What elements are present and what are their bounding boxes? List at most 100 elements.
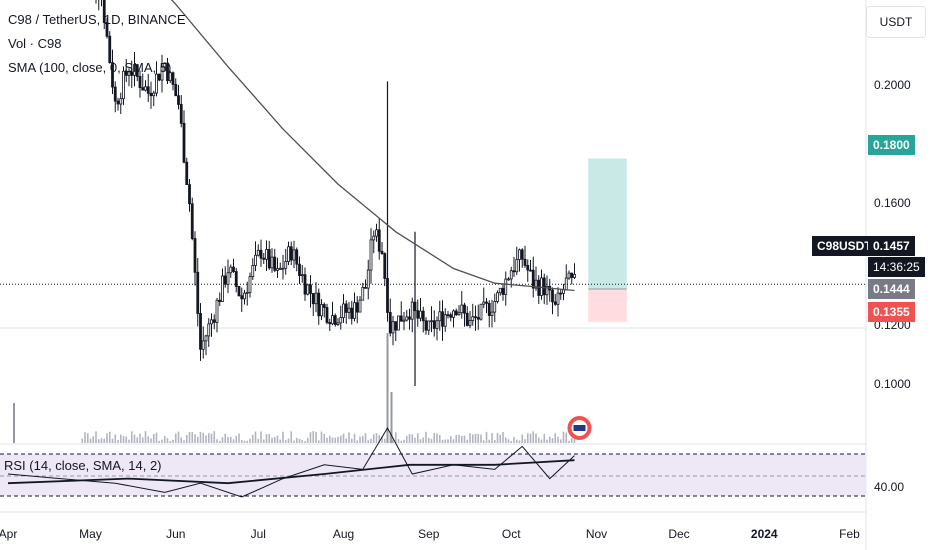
candle xyxy=(443,308,447,332)
volume-bar xyxy=(469,433,471,443)
candle xyxy=(204,334,208,356)
candle xyxy=(355,296,359,324)
volume-legend[interactable]: Vol · C98 xyxy=(8,36,62,51)
volume-bar xyxy=(353,433,356,443)
currency-button[interactable]: USDT xyxy=(866,6,926,38)
candle-body xyxy=(551,289,554,303)
volume-bar xyxy=(166,438,169,443)
volume-bar xyxy=(169,440,172,443)
volume-bar xyxy=(243,440,246,443)
candle-body xyxy=(399,315,403,322)
chart-title[interactable]: C98 / TetherUS, 1D, BINANCE xyxy=(8,12,186,27)
candle xyxy=(166,57,169,85)
candle-body xyxy=(526,265,530,271)
candle xyxy=(122,66,125,106)
sma-line xyxy=(170,0,575,292)
volume-bar xyxy=(502,431,504,443)
volume-bar xyxy=(515,439,518,443)
rsi-legend[interactable]: RSI (14, close, SMA, 14, 2) xyxy=(4,458,162,473)
candle-body xyxy=(212,319,216,323)
candle xyxy=(218,292,222,307)
candle-body xyxy=(221,275,224,302)
candle-body xyxy=(435,320,439,329)
candle-body xyxy=(529,269,532,272)
candle-body xyxy=(468,320,472,326)
candle-body xyxy=(185,161,189,185)
volume-bar xyxy=(524,439,526,443)
candle xyxy=(364,279,367,289)
candle-body xyxy=(256,249,260,256)
volume-bar xyxy=(312,431,315,443)
candle xyxy=(548,278,552,302)
candle-body xyxy=(111,62,114,88)
volume-bar xyxy=(216,439,218,443)
volume-bar xyxy=(125,436,128,443)
candle xyxy=(309,275,312,308)
volume-bar xyxy=(405,436,408,443)
candle xyxy=(347,301,351,320)
candle-body xyxy=(515,259,519,273)
volume-bar xyxy=(548,436,551,443)
candle-body xyxy=(226,272,230,285)
candle xyxy=(468,310,472,329)
volume-bar xyxy=(485,431,488,443)
volume-bar xyxy=(86,433,89,443)
candle-body xyxy=(531,269,535,289)
time-tick-label: Oct xyxy=(502,527,521,541)
candle xyxy=(300,264,304,283)
candle-body xyxy=(463,304,466,314)
time-tick-label: Feb xyxy=(839,527,860,541)
candle xyxy=(523,245,527,268)
candle xyxy=(529,259,532,272)
candle-body xyxy=(240,295,244,300)
candle xyxy=(254,241,257,272)
candle-body xyxy=(300,274,304,277)
target-zone xyxy=(588,158,627,290)
candle xyxy=(353,292,356,322)
volume-bar xyxy=(463,435,466,443)
candle xyxy=(328,318,332,332)
candle-body xyxy=(454,310,458,316)
candle-body xyxy=(262,257,266,260)
volume-bar xyxy=(100,438,103,443)
candle xyxy=(570,272,574,285)
candle-body xyxy=(438,311,442,322)
candle-body xyxy=(432,320,436,329)
candle xyxy=(441,300,444,341)
candle-body xyxy=(223,275,227,285)
candle xyxy=(388,298,392,337)
candle-body xyxy=(210,319,213,325)
candle xyxy=(350,300,354,325)
candle-body xyxy=(350,307,354,319)
candle-body xyxy=(465,312,469,326)
volume-bar xyxy=(510,440,513,443)
volume-bar xyxy=(210,433,213,443)
candle-body xyxy=(113,86,117,102)
candle-body xyxy=(573,273,576,278)
candle xyxy=(471,303,475,326)
candle xyxy=(212,314,216,330)
volume-bar xyxy=(13,403,15,443)
candle xyxy=(135,64,139,82)
candle xyxy=(278,262,282,270)
candle xyxy=(545,275,549,305)
volume-bar xyxy=(496,432,499,443)
candle xyxy=(501,283,505,301)
volume-bar xyxy=(408,434,411,443)
candle xyxy=(526,259,530,282)
candle-body xyxy=(122,70,125,100)
candle-body xyxy=(523,258,527,266)
candle-body xyxy=(289,246,293,261)
candle xyxy=(421,306,425,333)
candle xyxy=(408,308,411,330)
sma-legend[interactable]: SMA (100, close, 0, SMA, 5) xyxy=(8,60,172,75)
volume-bar xyxy=(141,437,144,443)
volume-bar xyxy=(185,434,188,443)
time-tick-label: Nov xyxy=(586,527,607,541)
time-tick-label: Sep xyxy=(418,527,440,541)
candle xyxy=(259,239,263,267)
volume-bar xyxy=(323,433,326,443)
volume-bar xyxy=(122,436,125,443)
volume-bar xyxy=(551,438,554,443)
